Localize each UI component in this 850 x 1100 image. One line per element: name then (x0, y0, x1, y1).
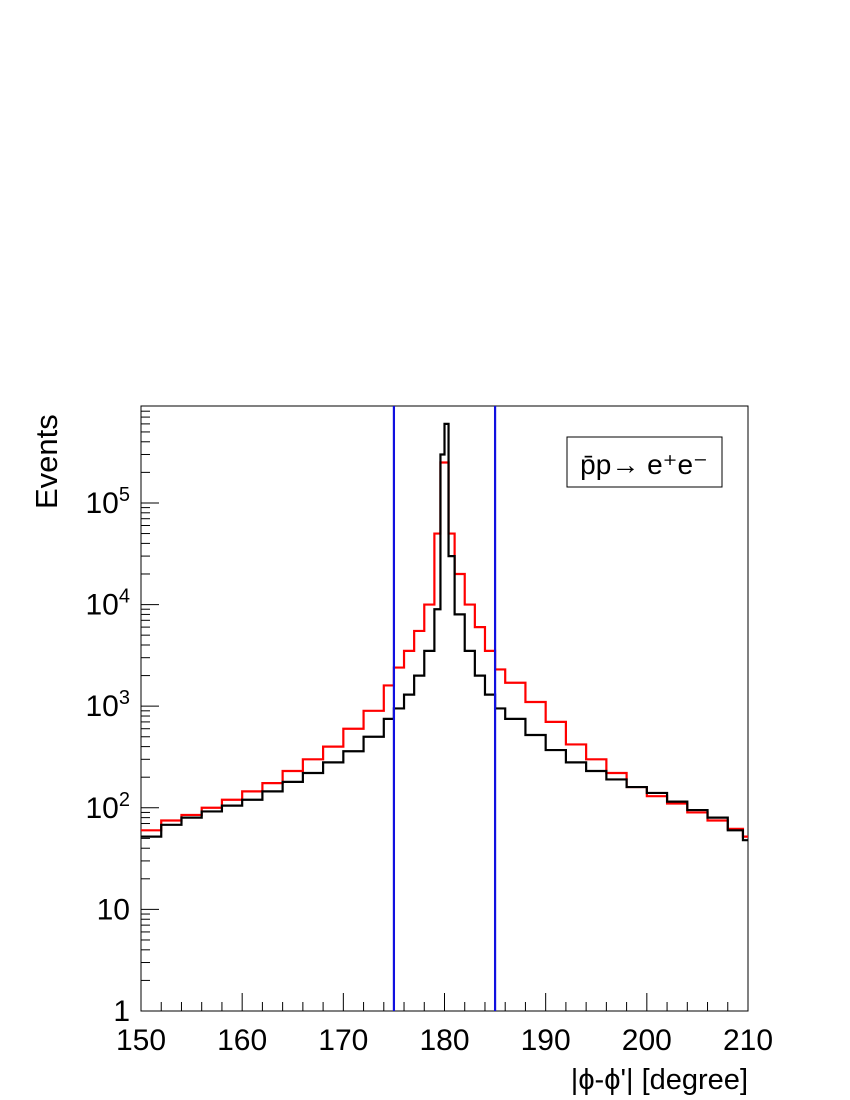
y-tick-labels: 1 10 102 103 104 105 (86, 484, 131, 1028)
x-tick-labels: 150 160 170 180 190 200 210 (116, 1024, 773, 1057)
y-tick-label: 102 (86, 789, 131, 825)
x-tick-label: 170 (318, 1024, 368, 1057)
plot-frame (140, 405, 749, 1012)
x-tick-label: 200 (622, 1024, 672, 1057)
y-tick-label: 104 (86, 586, 131, 622)
y-tick-label: 103 (86, 687, 131, 723)
legend-box: p̄p→ e⁺e⁻ (566, 436, 723, 488)
x-axis-label: |ϕ-ϕ'| [degree] (571, 1064, 748, 1096)
x-tick-label: 160 (217, 1024, 267, 1057)
y-tick-label: 1 (113, 995, 130, 1028)
x-tick-label: 180 (419, 1024, 469, 1057)
x-tick-label: 210 (723, 1024, 773, 1057)
legend-process-label: p̄p→ e⁺e⁻ (580, 449, 708, 480)
legend-frame (566, 436, 723, 488)
cut-lines (392, 406, 497, 1011)
y-tick-label: 10 (97, 893, 130, 926)
y-axis-label: Events (29, 414, 64, 509)
series-0-outline (141, 461, 748, 838)
series-layer (141, 422, 748, 842)
series-1-outline (141, 422, 748, 842)
axis-ticks (140, 405, 749, 1012)
x-tick-label: 150 (116, 1024, 166, 1057)
x-tick-label: 190 (521, 1024, 571, 1057)
y-tick-label: 105 (86, 484, 131, 520)
